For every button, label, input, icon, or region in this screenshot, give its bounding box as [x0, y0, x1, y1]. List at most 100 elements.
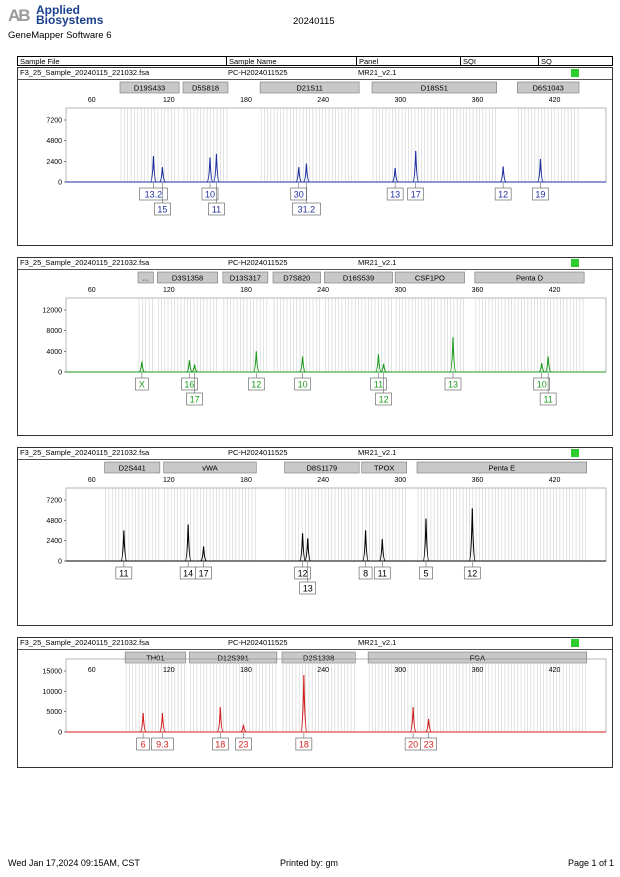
allele-call[interactable]: 15: [154, 202, 171, 216]
allele-peak: [425, 718, 432, 733]
allele-call[interactable]: 10: [201, 187, 219, 201]
allele-call[interactable]: 31.2: [292, 202, 321, 216]
locus-label: D5S818: [192, 84, 219, 93]
allele-call[interactable]: 8: [358, 566, 373, 580]
sizing-quality-indicator: [571, 69, 579, 77]
allele-label: 30: [294, 190, 304, 200]
allele-peak: [159, 167, 166, 183]
y-tick-label: 2400: [46, 159, 62, 166]
locus-label: D8S1179: [306, 464, 337, 473]
sample-file: F3_25_Sample_20240115_221032.fsa: [20, 68, 150, 77]
allele-call[interactable]: 23: [420, 737, 437, 751]
y-tick-label: 7200: [46, 118, 62, 125]
column-header-sq: SQ: [538, 56, 613, 66]
page-number: Page 1 of 1: [567, 858, 614, 868]
allele-call[interactable]: 18: [295, 737, 313, 751]
allele-call[interactable]: 13: [386, 187, 404, 201]
allele-label: 14: [183, 569, 193, 579]
allele-call[interactable]: 11: [370, 377, 387, 391]
allele-call[interactable]: X: [135, 377, 149, 391]
y-tick-label: 0: [58, 559, 62, 566]
allele-peak: [303, 163, 310, 183]
allele-call[interactable]: 13: [444, 377, 462, 391]
allele-call[interactable]: 30: [290, 187, 308, 201]
locus-label: vWA: [202, 464, 218, 473]
allele-call[interactable]: 12: [247, 377, 265, 391]
locus-bin: ...: [137, 271, 154, 372]
locus-label: D6S1043: [533, 84, 564, 93]
allele-call[interactable]: 12: [375, 392, 392, 406]
locus-label: D2S1338: [303, 654, 334, 663]
column-header-panel: Panel: [356, 56, 461, 66]
allele-call[interactable]: 12: [494, 187, 512, 201]
allele-call[interactable]: 6: [136, 737, 150, 751]
locus-bin: D12S391: [189, 651, 278, 732]
allele-call[interactable]: 9.3: [151, 737, 174, 751]
allele-call[interactable]: 11: [208, 202, 225, 216]
allele-call[interactable]: 17: [186, 392, 203, 406]
allele-label: 6: [141, 740, 146, 750]
electropherogram-panel: F3_25_Sample_20240115_221032.fsa PC-H2024…: [17, 447, 613, 626]
y-tick-label: 8000: [46, 328, 62, 335]
allele-peak: [120, 530, 128, 562]
allele-call[interactable]: 10: [294, 377, 311, 391]
allele-call[interactable]: 10: [533, 377, 551, 391]
x-tick-label: 360: [472, 667, 484, 674]
allele-label: 12: [467, 569, 477, 579]
print-date: Wed Jan 17,2024 09:15AM, CST: [8, 858, 140, 868]
x-tick-label: 60: [88, 667, 96, 674]
x-tick-label: 180: [240, 667, 252, 674]
y-tick-label: 0: [58, 370, 62, 377]
allele-call[interactable]: 23: [235, 737, 252, 751]
allele-call[interactable]: 17: [195, 566, 212, 580]
locus-bin: CSF1PO: [394, 271, 465, 372]
allele-label: 10: [298, 380, 308, 390]
allele-call[interactable]: 14: [179, 566, 197, 580]
locus-label: TPOX: [374, 464, 394, 473]
sample-name: PC-H2024011525: [228, 258, 288, 267]
locus-bin: TPOX: [361, 461, 408, 561]
allele-peak: [362, 530, 370, 562]
allele-call[interactable]: 13.2: [139, 187, 168, 201]
allele-call[interactable]: 16: [181, 377, 198, 391]
locus-label: Penta D: [516, 274, 544, 283]
locus-bin: D7S820: [272, 271, 321, 372]
locus-bin: D2S441: [104, 461, 161, 561]
allele-peak: [159, 712, 166, 733]
brand-logo: Applied Biosystems: [36, 4, 126, 26]
x-tick-label: 240: [317, 97, 329, 104]
allele-label: 11: [374, 380, 383, 390]
allele-label: 12: [379, 395, 389, 405]
x-tick-label: 360: [472, 287, 484, 294]
allele-call[interactable]: 17: [407, 187, 425, 201]
allele-call[interactable]: 18: [211, 737, 229, 751]
allele-label: 12: [298, 569, 308, 579]
allele-label: 18: [299, 740, 309, 750]
allele-call[interactable]: 5: [419, 566, 433, 580]
x-tick-label: 360: [472, 97, 484, 104]
x-tick-label: 300: [394, 477, 406, 484]
electropherogram-panel: F3_25_Sample_20240115_221032.fsa PC-H2024…: [17, 67, 613, 246]
allele-call[interactable]: 11: [373, 566, 391, 580]
allele-call[interactable]: 20: [404, 737, 422, 751]
allele-label: 23: [238, 740, 248, 750]
allele-peak: [375, 354, 382, 373]
allele-label: 11: [212, 205, 221, 215]
allele-label: 13: [390, 190, 400, 200]
y-tick-label: 2400: [46, 538, 62, 545]
allele-peak: [200, 546, 207, 562]
allele-call[interactable]: 12: [294, 566, 311, 580]
locus-bin: D21S11: [259, 81, 360, 182]
x-tick-label: 120: [163, 97, 175, 104]
allele-call[interactable]: 12: [463, 566, 481, 580]
x-tick-label: 300: [394, 667, 406, 674]
allele-call[interactable]: 11: [115, 566, 133, 580]
allele-call[interactable]: 19: [532, 187, 549, 201]
allele-label: 17: [190, 395, 200, 405]
plot-frame: [65, 658, 607, 733]
locus-bin: vWA: [163, 461, 257, 561]
allele-call[interactable]: 11: [539, 392, 557, 406]
allele-call[interactable]: 13: [299, 581, 317, 595]
locus-label: D7S820: [283, 274, 310, 283]
